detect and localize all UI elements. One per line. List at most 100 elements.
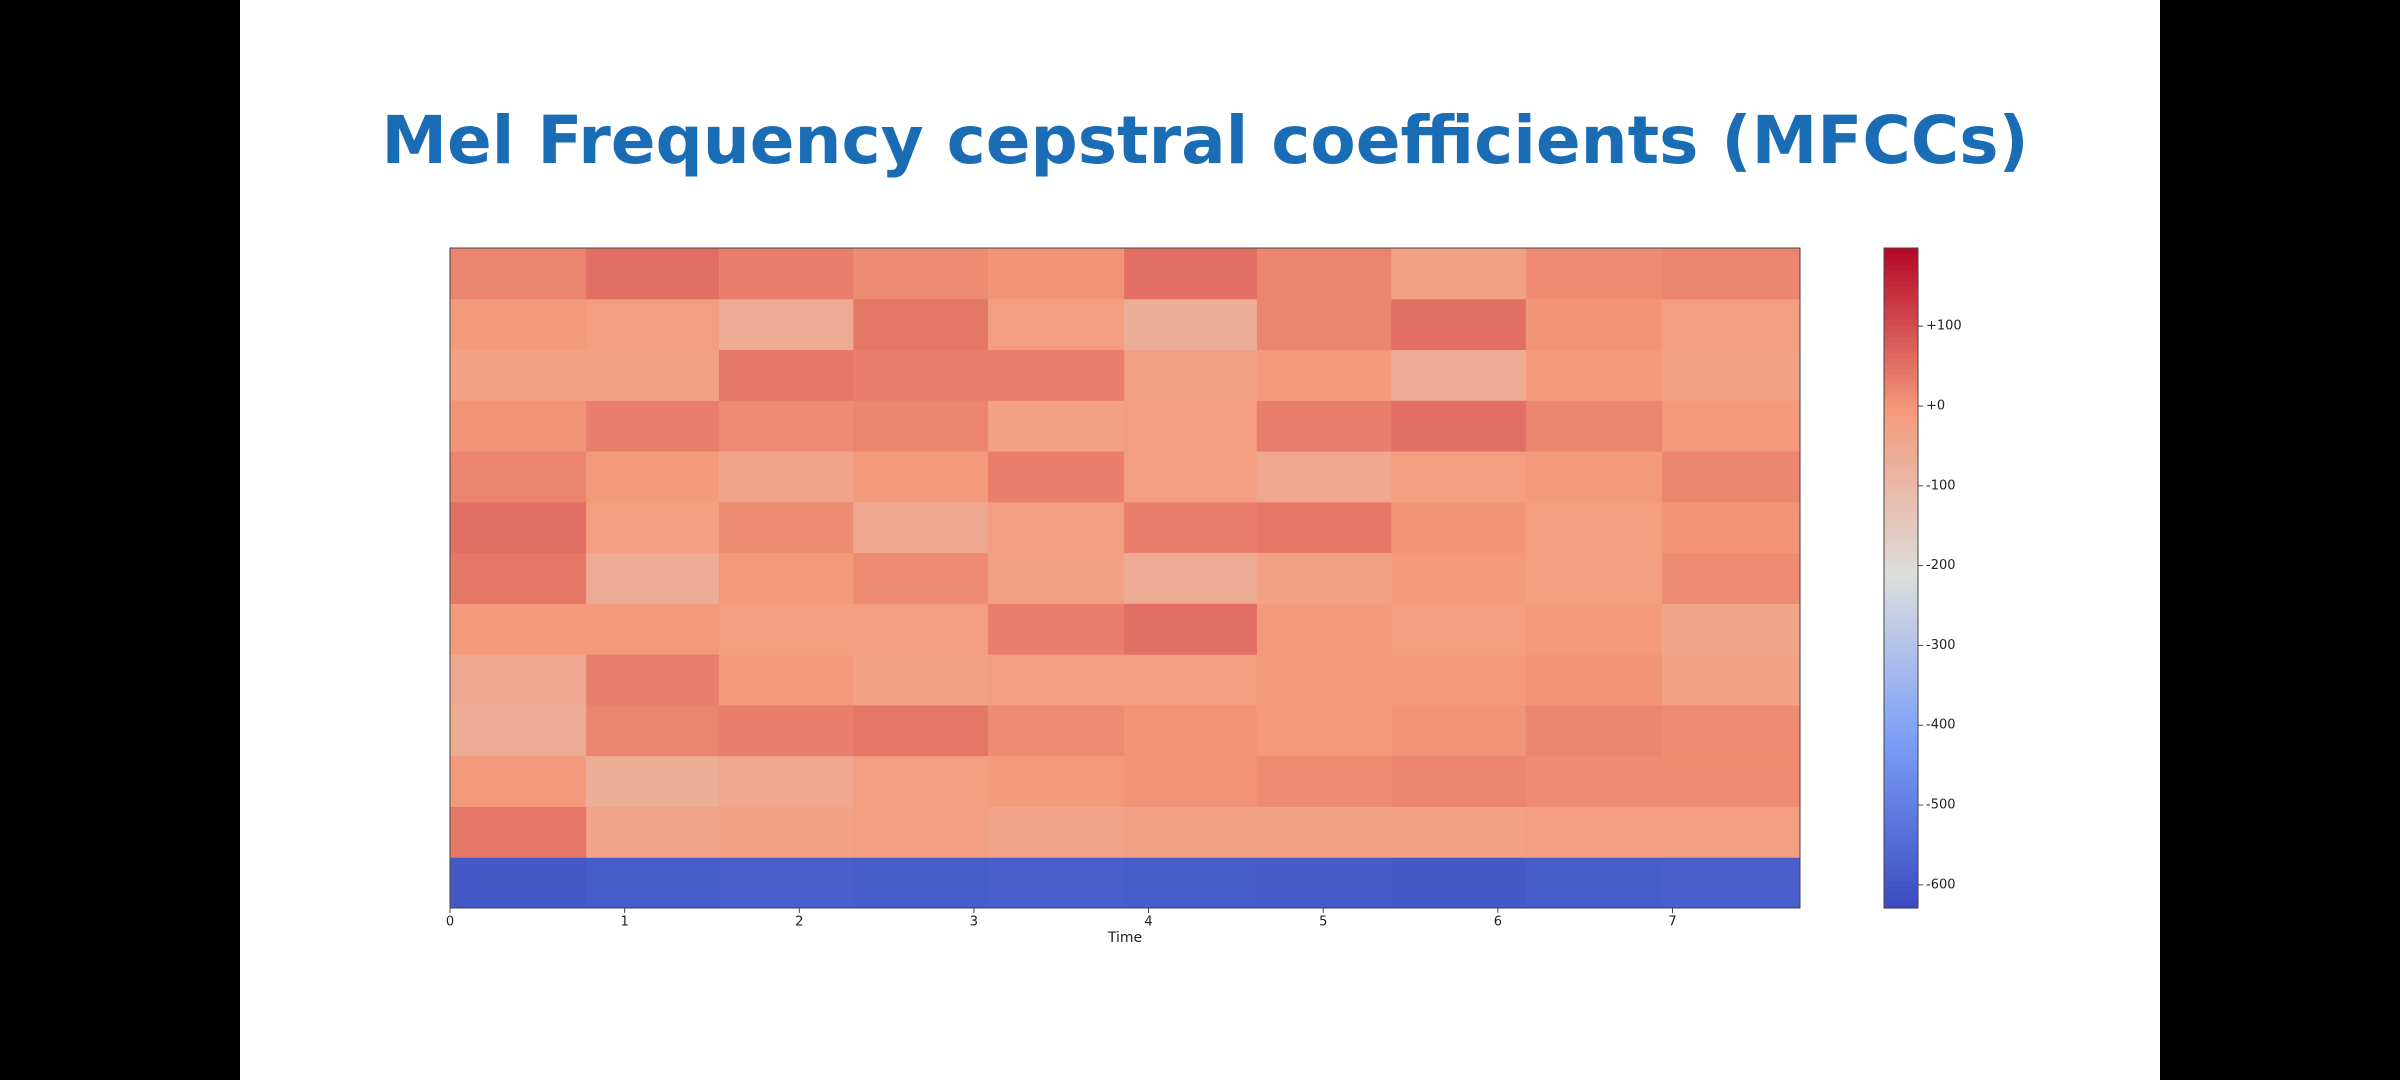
colorbar-segment <box>1884 781 1918 788</box>
heatmap-cell <box>1256 248 1392 300</box>
heatmap-cell <box>718 552 854 604</box>
colorbar-segment <box>1884 275 1918 282</box>
heatmap-cell <box>1525 248 1663 300</box>
heatmap-cell <box>1662 349 1801 401</box>
colorbar-tick-label: -300 <box>1926 638 1956 653</box>
heatmap-cell <box>1124 755 1258 807</box>
colorbar-segment <box>1884 407 1918 414</box>
heatmap-cell <box>586 654 720 706</box>
heatmap-cell <box>718 857 854 909</box>
colorbar-segment <box>1884 462 1918 469</box>
colorbar-segment <box>1884 704 1918 711</box>
heatmap-cell <box>450 603 587 655</box>
colorbar-segment <box>1884 484 1918 491</box>
colorbar-segment <box>1884 308 1918 315</box>
colorbar-segment <box>1884 776 1918 783</box>
heatmap-cell <box>718 349 854 401</box>
heatmap-cell <box>853 349 989 401</box>
heatmap-cell <box>450 857 587 909</box>
colorbar-segment <box>1884 748 1918 755</box>
colorbar-segment <box>1884 831 1918 838</box>
colorbar-segment <box>1884 710 1918 717</box>
colorbar-segment <box>1884 765 1918 772</box>
plot-frame <box>449 247 1801 909</box>
colorbar-segment <box>1884 743 1918 750</box>
heatmap-cell <box>1662 451 1801 503</box>
colorbar-segment <box>1884 402 1918 409</box>
colorbar-segment <box>1884 528 1918 535</box>
colorbar-segment <box>1884 292 1918 299</box>
heatmap-cell <box>1662 857 1801 909</box>
colorbar-segment <box>1884 391 1918 398</box>
heatmap-cell <box>1525 400 1663 452</box>
heatmap-cell <box>1256 400 1392 452</box>
colorbar-segment <box>1884 875 1918 882</box>
heatmap-cell <box>1124 552 1258 604</box>
heatmap-cell <box>586 704 720 757</box>
colorbar-segment <box>1884 330 1918 337</box>
heatmap-cell <box>450 806 587 858</box>
colorbar-segment <box>1884 880 1918 887</box>
heatmap-cell <box>586 451 720 503</box>
heatmap-cell <box>586 501 720 554</box>
heatmap-cell <box>1525 654 1663 706</box>
colorbar-segment <box>1884 440 1918 447</box>
heatmap-cell <box>1391 349 1527 401</box>
colorbar-segment <box>1884 627 1918 634</box>
colorbar-segment <box>1884 248 1918 255</box>
heatmap-cell <box>1256 857 1392 909</box>
heatmap-cell <box>718 400 854 452</box>
heatmap-cell <box>450 501 587 554</box>
heatmap-cell <box>853 857 989 909</box>
colorbar-segment <box>1884 534 1918 541</box>
heatmap-cell <box>1391 400 1527 452</box>
heatmap-cell <box>987 451 1125 503</box>
colorbar-segment <box>1884 858 1918 865</box>
colorbar-segment <box>1884 259 1918 266</box>
heatmap-cell <box>450 755 587 807</box>
heatmap-cell <box>586 349 720 401</box>
heatmap-cell <box>586 298 720 351</box>
heatmap-cell <box>1124 298 1258 351</box>
colorbar-tick-label: +100 <box>1926 319 1962 334</box>
colorbar-segment <box>1884 572 1918 579</box>
heatmap-cell <box>1525 552 1663 604</box>
heatmap-cell <box>1124 654 1258 706</box>
heatmap-cell <box>987 755 1125 807</box>
heatmap-cell <box>1525 349 1663 401</box>
heatmap-cell <box>853 298 989 351</box>
heatmap-cell <box>1124 451 1258 503</box>
heatmap-cell <box>1256 552 1392 604</box>
colorbar-tick-label: -400 <box>1926 718 1956 733</box>
colorbar-segment <box>1884 737 1918 744</box>
colorbar-segment <box>1884 611 1918 618</box>
colorbar-segment <box>1884 325 1918 332</box>
heatmap-cell <box>450 248 587 300</box>
heatmap-cell <box>718 755 854 807</box>
colorbar-segment <box>1884 506 1918 513</box>
heatmap-cell <box>1662 552 1801 604</box>
colorbar-segment <box>1884 644 1918 651</box>
heatmap-cell <box>1256 298 1392 351</box>
colorbar-segment <box>1884 396 1918 403</box>
heatmap-cell <box>1391 704 1527 757</box>
colorbar-segment <box>1884 616 1918 623</box>
heatmap-cell <box>1662 298 1801 351</box>
heatmap-cell <box>987 400 1125 452</box>
colorbar-segment <box>1884 281 1918 288</box>
colorbar-segment <box>1884 424 1918 431</box>
heatmap-cell <box>586 857 720 909</box>
colorbar-segment <box>1884 374 1918 381</box>
heatmap-cell <box>450 400 587 452</box>
heatmap-cell <box>718 654 854 706</box>
colorbar-segment <box>1884 418 1918 425</box>
x-tick-label: 3 <box>970 915 978 930</box>
heatmap-cell <box>1124 349 1258 401</box>
colorbar-tick-label: -100 <box>1926 478 1956 493</box>
heatmap-cell <box>586 552 720 604</box>
x-tick-label: 2 <box>795 915 803 930</box>
heatmap-cell <box>1391 501 1527 554</box>
colorbar-segment <box>1884 501 1918 508</box>
heatmap-cell <box>1124 603 1258 655</box>
